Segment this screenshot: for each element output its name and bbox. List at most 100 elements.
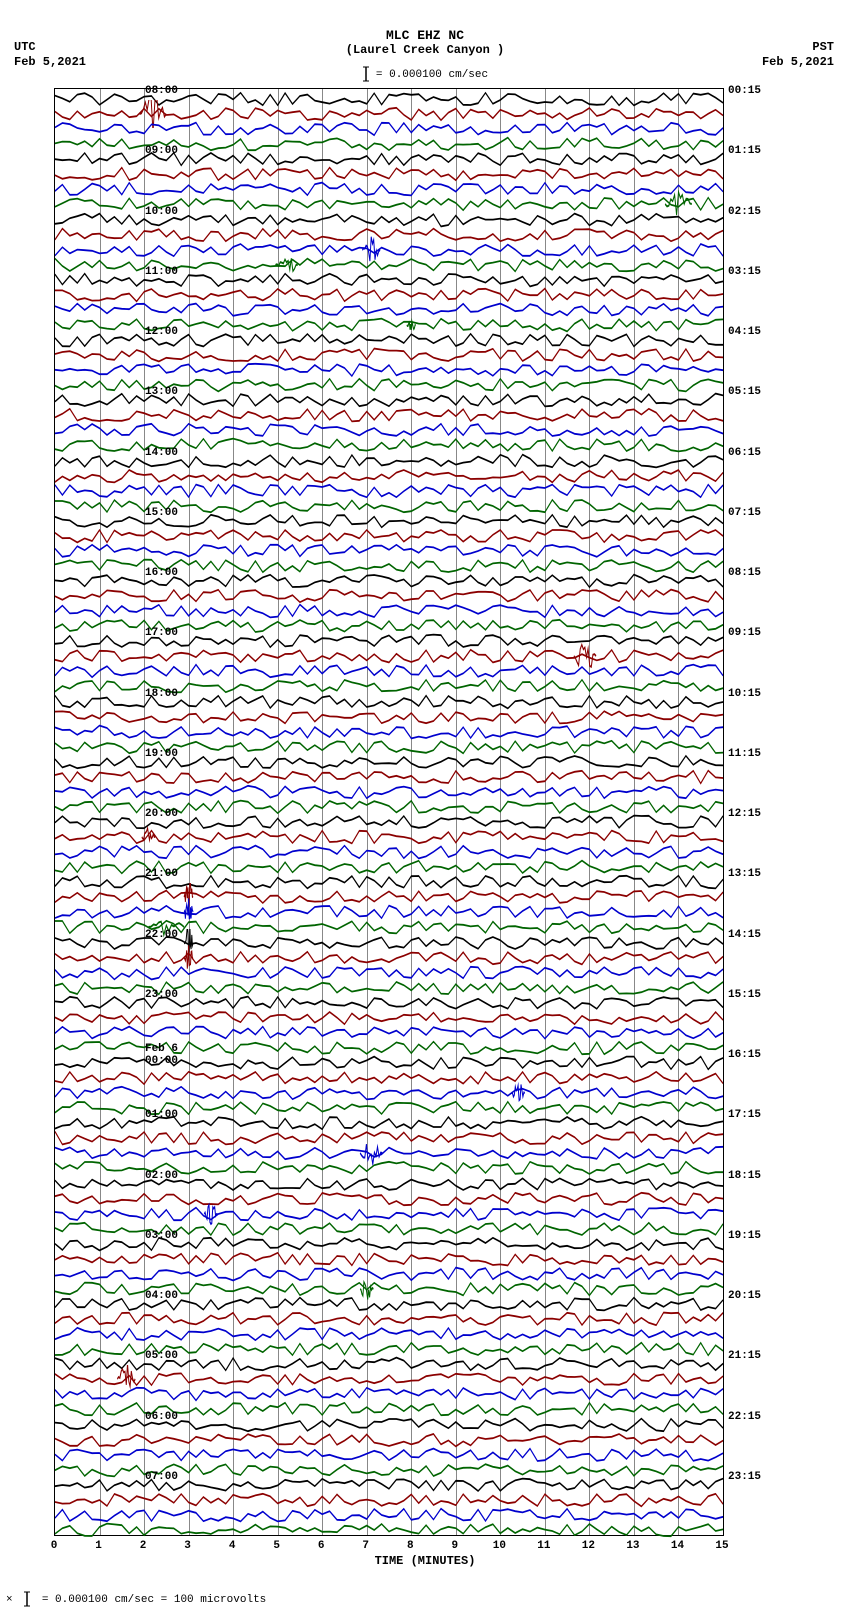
xaxis-tick: 2	[140, 1540, 147, 1552]
pst-time-tick: 11:15	[728, 748, 761, 760]
scale-bar-icon	[23, 1591, 31, 1607]
utc-time-tick: 17:00	[145, 627, 178, 639]
pst-time-tick: 08:15	[728, 567, 761, 579]
seismogram-trace	[55, 778, 723, 792]
seismogram-trace	[55, 1185, 723, 1199]
seismogram-trace	[55, 341, 723, 355]
utc-time-tick: 18:00	[145, 688, 178, 700]
xaxis-tick: 8	[407, 1540, 414, 1552]
seismogram-trace	[55, 838, 723, 852]
seismogram-trace	[55, 1486, 723, 1500]
pst-time-tick: 05:15	[728, 386, 761, 398]
scale-indicator: = 0.000100 cm/sec	[0, 66, 850, 82]
seismogram-trace	[55, 1380, 723, 1394]
seismogram-trace	[55, 190, 723, 204]
utc-time-tick: 06:00	[145, 1411, 178, 1423]
pst-time-tick: 23:15	[728, 1471, 761, 1483]
seismogram-trace	[55, 462, 723, 476]
seismogram-trace	[55, 823, 723, 837]
right-date-label: Feb 5,2021	[762, 55, 834, 69]
seismogram-trace	[55, 853, 723, 867]
xaxis-tick: 3	[184, 1540, 191, 1552]
utc-time-tick: 14:00	[145, 447, 178, 459]
seismogram-trace	[55, 597, 723, 611]
pst-time-tick: 17:15	[728, 1109, 761, 1121]
pst-time-tick: 16:15	[728, 1049, 761, 1061]
xaxis-tick: 4	[229, 1540, 236, 1552]
pst-time-tick: 10:15	[728, 688, 761, 700]
utc-time-tick: 15:00	[145, 507, 178, 519]
seismogram-trace	[55, 160, 723, 174]
pst-time-tick: 13:15	[728, 868, 761, 880]
seismogram-trace	[55, 1320, 723, 1334]
xaxis-label: TIME (MINUTES)	[0, 1554, 850, 1568]
utc-time-tick: 21:00	[145, 868, 178, 880]
station-subtitle: (Laurel Creek Canyon )	[0, 43, 850, 57]
seismogram-trace	[55, 416, 723, 430]
seismogram-trace	[55, 974, 723, 988]
seismogram-trace	[55, 1245, 723, 1259]
seismogram-trace	[55, 537, 723, 551]
seismogram-trace	[55, 1139, 723, 1153]
footer-scale: × = 0.000100 cm/sec = 100 microvolts	[6, 1591, 266, 1607]
pst-time-tick: 18:15	[728, 1170, 761, 1182]
pst-time-tick: 20:15	[728, 1290, 761, 1302]
pst-time-tick: 14:15	[728, 929, 761, 941]
seismogram-trace	[55, 612, 723, 626]
pst-time-tick: 04:15	[728, 326, 761, 338]
seismogram-trace	[55, 522, 723, 536]
seismogram-trace	[55, 1426, 723, 1440]
utc-time-tick: 13:00	[145, 386, 178, 398]
utc-time-tick: Feb 6 00:00	[145, 1043, 178, 1067]
seismogram-trace	[55, 718, 723, 732]
scale-bar-icon	[362, 66, 370, 82]
seismogram-trace	[55, 130, 723, 144]
pst-time-tick: 00:15	[728, 85, 761, 97]
seismogram-trace	[55, 115, 723, 129]
seismogram-trace	[55, 733, 723, 747]
xaxis-tick: 0	[51, 1540, 58, 1552]
seismogram-trace	[55, 1004, 723, 1018]
seismogram-trace	[55, 883, 723, 897]
seismogram-trace	[55, 1395, 723, 1409]
seismogram-trace	[55, 1441, 723, 1455]
utc-time-tick: 02:00	[145, 1170, 178, 1182]
seismogram-trace	[55, 1275, 723, 1289]
pst-time-tick: 21:15	[728, 1350, 761, 1362]
xaxis-tick: 14	[671, 1540, 684, 1552]
seismogram-trace	[55, 1200, 723, 1214]
utc-time-tick: 04:00	[145, 1290, 178, 1302]
seismogram-trace	[55, 175, 723, 189]
pst-time-tick: 19:15	[728, 1230, 761, 1242]
utc-time-tick: 09:00	[145, 145, 178, 157]
left-date-label: Feb 5,2021	[14, 55, 86, 69]
seismogram-trace	[55, 944, 723, 958]
utc-time-tick: 23:00	[145, 989, 178, 1001]
title-block: MLC EHZ NC (Laurel Creek Canyon )	[0, 28, 850, 57]
seismogram-trace	[55, 582, 723, 596]
seismogram-trace	[55, 1215, 723, 1229]
seismogram-trace	[55, 1456, 723, 1470]
utc-time-tick: 07:00	[145, 1471, 178, 1483]
seismogram-trace	[55, 311, 723, 325]
utc-time-tick: 01:00	[145, 1109, 178, 1121]
seismogram-trace	[55, 959, 723, 973]
utc-time-tick: 08:00	[145, 85, 178, 97]
left-timezone-label: UTC	[14, 40, 36, 54]
station-title: MLC EHZ NC	[0, 28, 850, 43]
seismogram-trace	[55, 1019, 723, 1033]
footer-prefix: ×	[6, 1594, 13, 1606]
seismogram-trace	[55, 1079, 723, 1093]
seismogram-trace	[55, 898, 723, 912]
xaxis-tick: 9	[451, 1540, 458, 1552]
seismogram-trace	[55, 100, 723, 114]
seismogram-trace	[55, 1305, 723, 1319]
xaxis-tick: 15	[715, 1540, 728, 1552]
pst-time-tick: 07:15	[728, 507, 761, 519]
utc-time-tick: 16:00	[145, 567, 178, 579]
xaxis-tick: 13	[626, 1540, 639, 1552]
scale-text: = 0.000100 cm/sec	[376, 69, 488, 81]
utc-time-tick: 10:00	[145, 206, 178, 218]
pst-time-tick: 22:15	[728, 1411, 761, 1423]
seismogram-trace	[55, 1260, 723, 1274]
